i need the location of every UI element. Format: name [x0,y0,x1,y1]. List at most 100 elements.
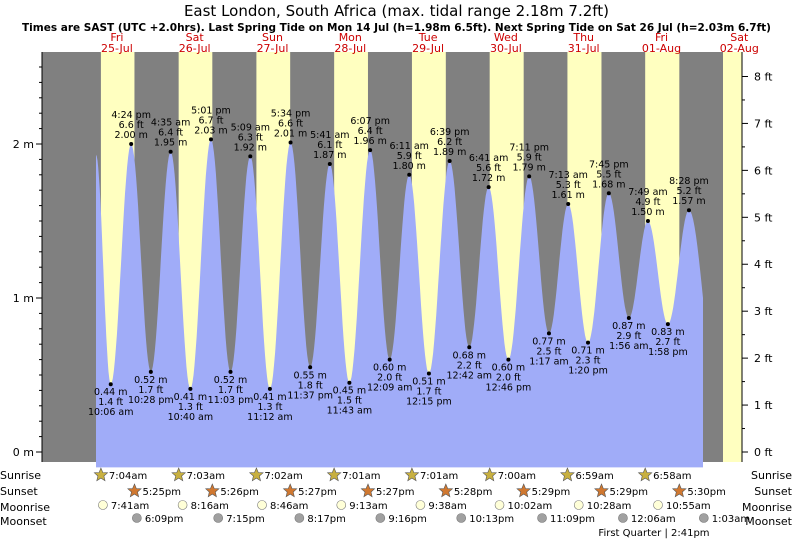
sunset-time: 5:26pm [220,487,259,498]
moonset-icon [213,513,224,523]
high-tide-label: 6.4 ft [158,128,183,139]
day-headers: Fri25-JulSat26-JulSun27-JulMon28-JulTue2… [101,31,759,55]
high-tide-label: 5:41 am [310,130,349,141]
moonset-time: 9:16pm [388,514,427,525]
sunrise-time: 7:02am [264,471,302,482]
moonrise-time: 8:16am [191,501,229,512]
y-right-tick-label: 5 ft [754,211,773,224]
high-tide-label: 1.89 m [433,147,466,158]
low-tide-label: 0.51 m [412,376,445,387]
sunrise-icon [171,467,187,482]
high-tide-label: 6.1 ft [317,140,342,151]
low-tide-label: 1:20 pm [568,366,608,377]
high-tide-label: 6:41 am [469,153,508,164]
high-tide-label: 2.01 m [274,128,307,139]
high-tide-label: 5.9 ft [397,151,422,162]
high-tide-label: 1.92 m [234,142,267,153]
low-tide-label: 0.77 m [532,336,565,347]
moonrise-time: 10:02am [508,501,553,512]
sunset-icon [671,483,687,498]
low-tide-point [387,357,392,362]
day-of-week: Fri [655,31,668,44]
low-tide-label: 2.7 ft [655,337,680,348]
low-tide-label: 0.60 m [373,363,406,374]
sunset-icon [282,483,298,498]
moonrise-label-right: Moonrise [742,501,792,514]
low-tide-label: 11:03 pm [208,395,254,406]
high-tide-point [168,149,173,154]
y-right-tick-label: 1 ft [754,399,773,412]
high-tide-point [486,185,491,190]
y-right-tick-label: 4 ft [754,258,773,271]
low-tide-label: 0.87 m [612,321,645,332]
high-tide-label: 1.95 m [154,138,187,149]
sunset-icon [516,483,532,498]
sunset-time: 5:27pm [376,487,415,498]
high-tide-label: 8:28 pm [669,176,709,187]
sunrise-icon [482,467,498,482]
y-right-tick-label: 0 ft [754,446,773,459]
low-tide-point [665,322,670,327]
day-date: 27-Jul [257,42,289,55]
high-tide-label: 6.7 ft [198,115,223,126]
y-axis-right-ticks: 0 ft 1 ft 2 ft 3 ft 4 ft 5 ft 6 ft 7 ft 8 ft [742,70,773,459]
high-tide-label: 7:49 am [628,187,667,198]
high-tide-label: 5.5 ft [596,169,621,180]
high-tide-label: 6:11 am [390,141,429,152]
y-right-tick-label: 6 ft [754,164,773,177]
sunset-time: 5:27pm [298,487,337,498]
chart-title: East London, South Africa (max. tidal ra… [184,2,609,20]
high-tide-label: 1.96 m [353,136,386,147]
low-tide-point [148,369,153,374]
low-tide-label: 12:42 am [447,370,492,381]
moonrise-label-left: Moonrise [0,501,50,514]
sunrise-time: 7:04am [109,471,147,482]
sunset-time: 5:28pm [454,487,493,498]
low-tide-label: 12:46 pm [486,383,532,394]
high-tide-point [606,191,611,196]
low-tide-label: 0.44 m [94,387,127,398]
low-tide-label: 0.55 m [293,370,326,381]
y-right-tick-label: 3 ft [754,305,773,318]
high-tide-point [327,162,332,167]
daylight-band [722,52,742,462]
sunrise-time: 7:01am [420,471,458,482]
day-of-week: Sun [262,31,283,44]
moonrise-time: 10:28am [587,501,632,512]
high-tide-label: 6.3 ft [238,132,263,143]
high-tide-label: 4:35 am [151,118,190,129]
high-tide-point [566,202,571,207]
moonset-icon [537,513,547,523]
low-tide-label: 2.9 ft [616,331,641,342]
sunrise-label-right: Sunrise [751,469,792,482]
day-date: 02-Aug [720,42,759,55]
high-tide-point [686,208,691,213]
high-tide-label: 1.72 m [472,173,505,184]
y-left-tick-label: 0 m [13,446,34,459]
high-tide-point [208,137,213,142]
day-date: 31-Jul [568,42,600,55]
sunrise-icon [560,467,575,482]
y-left-tick-label: 2 m [13,138,34,151]
low-tide-label: 1.3 ft [178,402,203,413]
moonrise-icon [415,500,426,510]
moonset-icon [375,513,386,523]
high-tide-point [447,158,452,163]
moonrise-time: 7:41am [111,501,149,512]
low-tide-label: 1:58 pm [648,347,688,358]
high-tide-label: 7:11 pm [509,142,549,153]
day-date: 28-Jul [334,42,366,55]
sunrise-time: 6:59am [575,471,613,482]
moonrise-icon [336,500,347,510]
day-of-week: Mon [339,31,362,44]
high-tide-point [288,140,293,145]
day-date: 25-Jul [101,42,133,55]
y-right-tick-label: 8 ft [754,70,773,83]
day-of-week: Tue [418,31,438,44]
low-tide-label: 2.2 ft [457,360,482,371]
moonset-icon [132,513,142,523]
y-right-tick-label: 2 ft [754,352,773,365]
day-date: 26-Jul [179,42,211,55]
high-tide-point [248,154,253,159]
